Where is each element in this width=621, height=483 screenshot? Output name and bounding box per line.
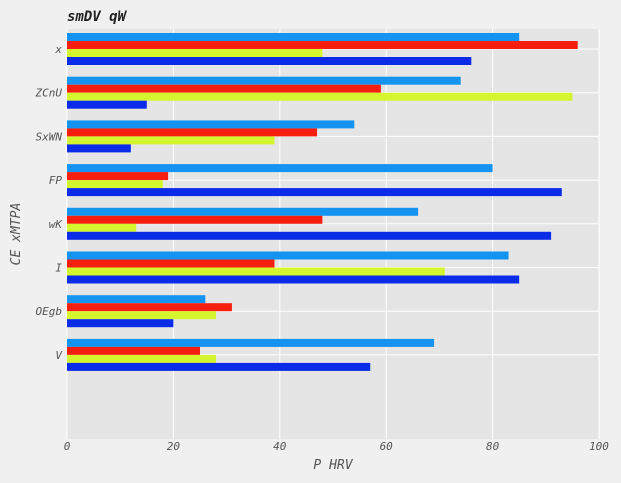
bar [67,188,562,197]
bar [67,223,137,232]
bar [67,33,520,41]
bar [67,136,275,145]
bar [67,215,323,224]
y-tick-label: OEgb [36,305,63,318]
bar [67,41,578,49]
bar [67,251,509,260]
x-tick-label: 20 [167,440,181,453]
x-tick-labels: 0 20 40 60 80 100 [64,440,610,453]
bar [67,275,520,284]
bar [67,84,381,93]
bar [67,295,206,304]
bar [67,207,419,216]
bar [67,346,200,355]
bar [67,338,435,347]
bar [67,128,318,137]
x-tick-label: 60 [380,440,394,453]
x-axis-label: P HRV [313,458,353,473]
bar [67,49,323,57]
bar [67,120,355,129]
chart-title: smDV qW [67,9,128,25]
bar [67,180,163,189]
y-tick-label: SxWN [36,130,63,143]
bar [67,267,445,276]
y-axis-label: CE xMTPA [9,203,24,266]
bar [67,354,216,363]
y-tick-label: x [54,43,62,56]
bar [67,76,461,85]
bar [67,164,493,173]
bar [67,259,275,268]
bar [67,303,232,312]
bar [67,100,147,109]
y-tick-labels: x ZCnU SxWN FP wK I OEgb V [35,43,64,362]
x-tick-label: 40 [273,440,287,453]
x-tick-label: 100 [589,440,609,453]
bar [67,319,174,328]
y-tick-label: FP [49,174,63,187]
y-tick-label: ZCnU [35,87,63,100]
bar [67,92,573,101]
y-tick-label: V [55,349,63,362]
bar [67,311,216,320]
x-tick-label: 80 [486,440,500,453]
bar [67,172,169,181]
y-tick-label: wK [49,218,64,231]
x-tick-label: 0 [64,440,71,453]
bar [67,144,131,153]
y-tick-label: I [55,262,62,275]
bar [67,362,371,371]
bar [67,231,552,240]
bar [67,57,472,65]
bar-marks [67,33,578,371]
